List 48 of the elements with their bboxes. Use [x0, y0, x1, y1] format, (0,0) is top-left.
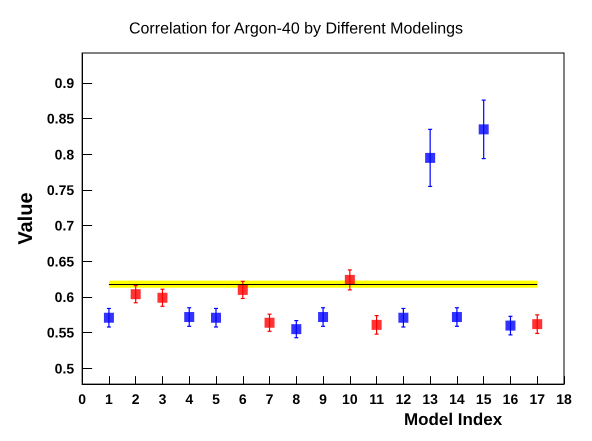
chart-title: Correlation for Argon-40 by Different Modelings — [128, 20, 464, 38]
point — [264, 318, 275, 328]
x-tick-label: 11 — [369, 391, 384, 408]
x-tick-label: 17 — [529, 391, 546, 408]
x-tick-label: 10 — [342, 391, 358, 408]
point — [184, 312, 194, 322]
x-tick-label: 4 — [185, 391, 194, 408]
x-tick-label: 5 — [212, 391, 220, 408]
y-tick-label: 0.6 — [54, 289, 74, 306]
x-tick-label: 6 — [238, 391, 247, 408]
x-tick-label: 3 — [158, 391, 167, 408]
point — [478, 124, 489, 134]
x-tick-label: 13 — [422, 391, 438, 408]
x-tick-label: 12 — [396, 391, 412, 408]
x-tick-label: 7 — [266, 391, 274, 408]
x-tick-label: 8 — [292, 391, 300, 408]
point — [398, 312, 408, 323]
point — [291, 324, 302, 334]
x-tick-label: 9 — [319, 391, 328, 408]
y-tick-label: 0.65 — [46, 253, 74, 270]
x-tick-label: 0 — [78, 391, 86, 408]
point — [532, 319, 542, 330]
point — [505, 320, 516, 331]
x-tick-label: 18 — [556, 391, 572, 408]
y-tick-label: 0.75 — [46, 182, 74, 198]
x-tick-label: 1 — [105, 391, 114, 408]
x-tick-label: 16 — [502, 391, 518, 408]
y-tick-label: 0.5 — [54, 360, 74, 376]
y-tick-label: 0.85 — [46, 110, 74, 127]
point — [344, 274, 355, 285]
point — [318, 312, 328, 322]
point — [238, 284, 248, 295]
x-tick-label: 15 — [476, 391, 492, 408]
y-tick-label: 0.55 — [46, 324, 74, 341]
x-tick-label: 2 — [132, 391, 140, 408]
point — [425, 152, 436, 163]
y-tick-label: 0.8 — [54, 146, 74, 162]
point — [210, 312, 221, 323]
y-axis-title: Value — [15, 192, 37, 245]
point — [130, 289, 141, 300]
point — [104, 312, 114, 323]
point — [452, 312, 462, 322]
y-tick-label: 0.9 — [54, 74, 74, 91]
x-axis-title: Model Index — [404, 410, 503, 429]
x-tick-label: 14 — [449, 391, 465, 408]
point — [157, 292, 168, 303]
y-tick-label: 0.7 — [54, 218, 74, 234]
point — [372, 320, 382, 330]
